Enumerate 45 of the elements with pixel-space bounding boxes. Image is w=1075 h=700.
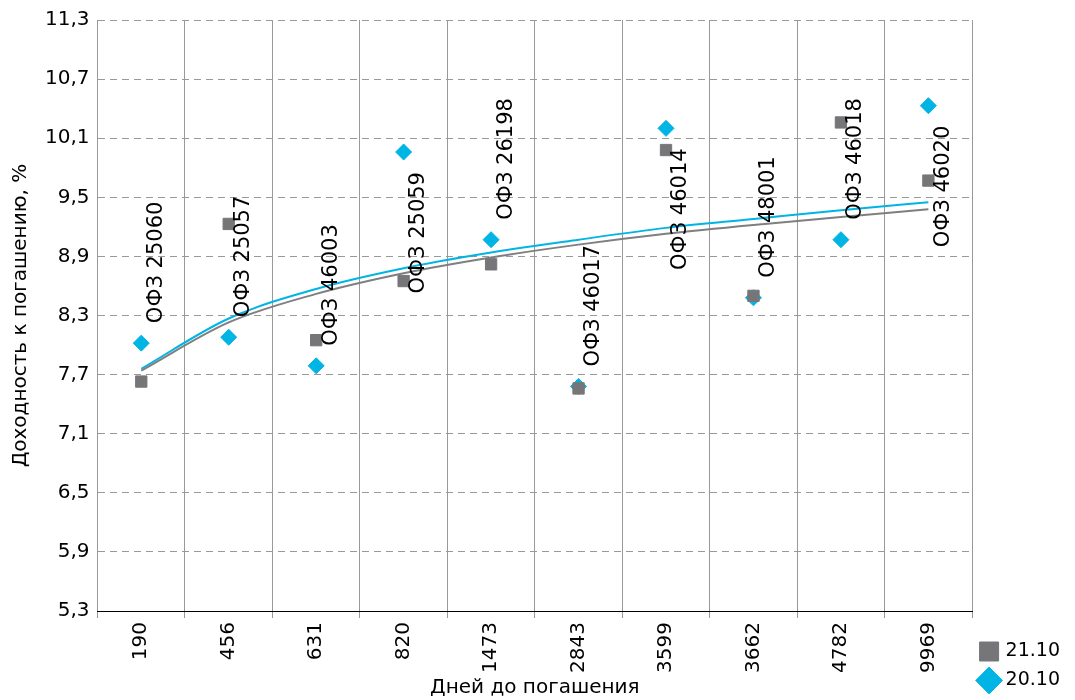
annotation: ОФЗ 25057 [230,195,255,318]
x-tick-label: 2843 [564,622,589,674]
y-tick-label: 8,3 [57,301,90,326]
point [135,375,148,388]
point [132,334,150,352]
annotation: ОФЗ 25059 [405,172,430,294]
y-tick-label: 5,3 [57,597,90,622]
x-tick-label: 4782 [827,622,852,674]
annotation: ОФЗ 26198 [492,98,517,220]
x-tick-label: 820 [389,622,414,661]
point [484,258,498,271]
annotation: ОФЗ 25060 [142,201,167,324]
y-tick-label: 7,1 [57,419,90,444]
y-tick-label: 8,9 [57,242,90,267]
annotation: ОФЗ 46003 [317,224,342,346]
point [657,119,675,137]
annotation: ОФЗ 48001 [754,156,779,278]
point [395,143,413,161]
y-tick-label: 10,7 [45,65,90,90]
y-tick-label: 6,5 [57,479,90,504]
annotation: ОФЗ 46017 [580,244,604,367]
annotation: ОФЗ 46018 [842,98,867,220]
y-tick-label: 10,1 [45,124,90,149]
y-tick-label: 9,5 [57,183,90,208]
y-tick-label: 11,3 [45,6,90,31]
x-tick-label: 456 [214,622,239,661]
y-axis-title: Доходность к погашению, % [7,163,32,468]
point [220,328,238,346]
y-tick-label: 5,9 [57,538,90,563]
x-tick-label: 9969 [914,622,939,674]
point [832,231,850,249]
point [307,357,325,375]
point [919,97,937,115]
annotation: ОФЗ 46020 [929,125,954,248]
point [482,231,500,249]
x-axis-title: Дней до погашения [430,674,640,699]
x-tick-label: 190 [127,622,152,661]
x-tick-label: 3599 [652,622,677,674]
legend-label: 20.10 [1005,667,1061,690]
annotation: ОФЗ 46014 [667,148,692,270]
legend-label: 21.10 [1005,638,1061,661]
y-tick-label: 7,7 [57,360,90,385]
x-tick-label: 3662 [739,622,764,674]
x-tick-label: 631 [302,622,327,661]
x-tick-label: 1473 [477,622,502,674]
